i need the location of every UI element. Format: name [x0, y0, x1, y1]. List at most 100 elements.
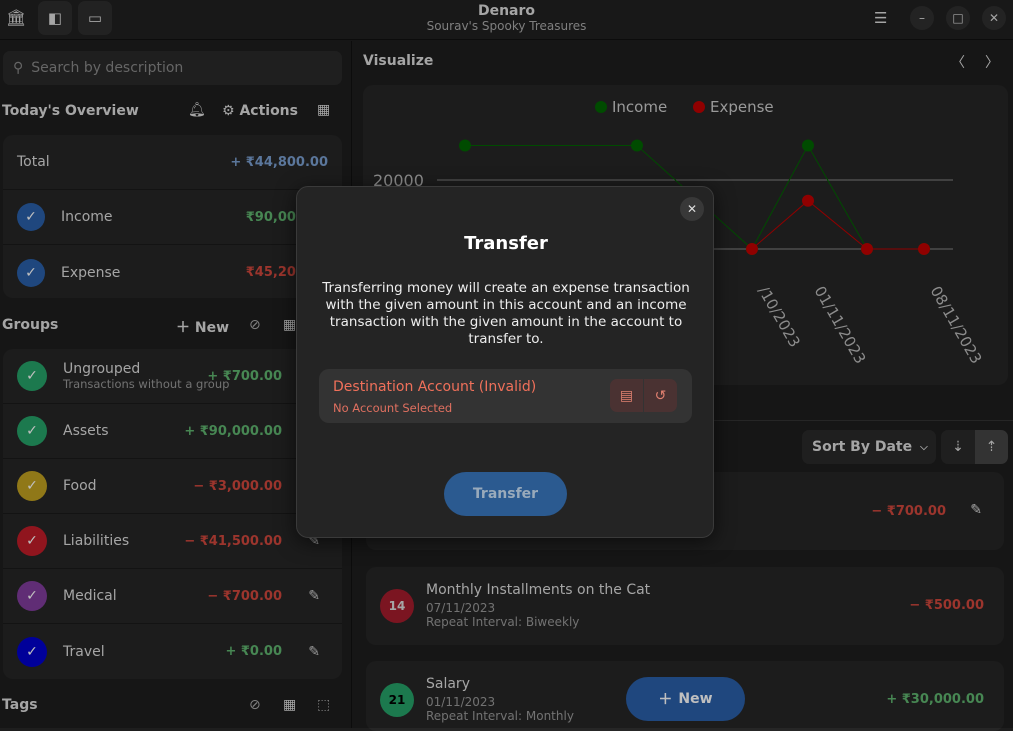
transaction-repeat: Repeat Interval: Biweekly [426, 615, 580, 629]
visualize-title: Visualize [363, 53, 434, 69]
toggle-sidebar-button[interactable]: ◧ [38, 1, 72, 35]
transaction-title: Salary [426, 676, 470, 692]
window-title: Denaro [477, 3, 536, 19]
tags-title: Tags [2, 697, 38, 713]
total-row: Total + ₹44,800.00 [3, 135, 342, 190]
header-bar [0, 0, 1013, 40]
data-point [746, 243, 758, 255]
new-group-label: New [194, 320, 230, 336]
data-point [802, 194, 814, 207]
transaction-date: 01/11/2023 [426, 695, 496, 709]
menu-icon[interactable]: ☰ [874, 9, 888, 27]
window-subtitle: Sourav's Spooky Treasures [426, 19, 587, 33]
edit-icon[interactable]: ✎ [308, 533, 320, 549]
groups-title: Groups [2, 317, 59, 333]
bank-icon: 🏛 [6, 8, 27, 27]
search-icon: ⚲ [13, 60, 24, 76]
group-row[interactable]: ✓ Liabilities − ₹41,500.00 ✎ [3, 514, 342, 569]
minimize-button[interactable]: – [910, 6, 934, 30]
search-placeholder: Search by description [31, 60, 184, 76]
transaction-id-badge: 14 [380, 589, 414, 623]
sort-descending-button[interactable]: ⇣ [941, 430, 975, 464]
edit-icon[interactable]: ✎ [970, 502, 982, 518]
check-icon[interactable]: ✓ [17, 258, 45, 287]
chevron-right-icon[interactable]: 〉 [985, 55, 999, 71]
group-name: Travel [63, 643, 105, 660]
check-icon[interactable]: ✓ [17, 581, 47, 611]
history-icon: ↺ [654, 387, 667, 404]
search-input[interactable]: ⚲ Search by description [3, 51, 342, 85]
group-row[interactable]: ✓ Ungrouped Transactions without a group … [3, 349, 342, 404]
overview-title: Today's Overview [2, 103, 139, 119]
group-row[interactable]: ✓ Food − ₹3,000.00 [3, 459, 342, 514]
close-dialog-button[interactable]: ✕ [680, 197, 704, 221]
group-row[interactable]: ✓ Travel + ₹0.00 ✎ [3, 624, 342, 679]
layout-icon[interactable]: ▦ [283, 697, 297, 713]
hide-icon[interactable]: ⊘ [249, 697, 261, 713]
check-icon[interactable]: ✓ [17, 526, 47, 556]
transaction-card[interactable]: 14 Monthly Installments on the Cat 07/11… [366, 567, 1004, 645]
edit-icon[interactable]: ✎ [308, 588, 320, 604]
layout-icon[interactable]: ▦ [317, 102, 331, 118]
groups-list: ✓ Ungrouped Transactions without a group … [3, 349, 342, 679]
close-window-button[interactable]: ✕ [982, 6, 1006, 30]
y-tick-label: 20000 [373, 171, 424, 190]
sort-dropdown[interactable]: Sort By Date ⌵ [802, 430, 936, 464]
destination-account-row[interactable]: Destination Account (Invalid) No Account… [319, 369, 692, 423]
hide-icon[interactable]: ⊘ [249, 317, 261, 333]
group-name: Food [63, 478, 97, 494]
select-account-button[interactable]: ▤ [610, 379, 643, 412]
recent-accounts-button[interactable]: ↺ [644, 379, 677, 412]
data-point [459, 139, 471, 152]
transfer-label: Transfer [472, 486, 539, 502]
check-icon[interactable]: ✓ [17, 471, 47, 501]
deselect-icon[interactable]: ⬚ [317, 697, 331, 713]
overview-card: Total + ₹44,800.00 ✓ Income ₹90,000.00 ✓ Exp… [3, 135, 342, 298]
dialog-title: Transfer [464, 233, 548, 254]
sort-label: Sort By Date [812, 439, 913, 455]
actions-button[interactable]: ⚙ Actions [222, 103, 298, 119]
document-icon: ▤ [619, 387, 634, 404]
transfer-dialog: ✕ Transfer Transferring money will creat… [296, 186, 714, 538]
new-transaction-button[interactable]: ＋ New [626, 677, 745, 721]
transaction-amount: + ₹30,000.00 [886, 692, 984, 707]
expense-label: Expense [61, 264, 121, 281]
edit-icon[interactable]: ✎ [308, 643, 320, 660]
group-info: Medical [63, 588, 117, 604]
group-description: Transactions without a group [63, 377, 230, 391]
group-info: Liabilities [63, 533, 129, 549]
dialog-description: Transferring money will create an expens… [322, 280, 690, 347]
check-icon[interactable]: ✓ [17, 636, 47, 667]
maximize-button[interactable]: □ [946, 6, 970, 30]
group-amount: + ₹90,000.00 [184, 423, 282, 439]
data-point [861, 243, 873, 255]
new-group-button[interactable]: ＋ New [176, 320, 230, 336]
group-row[interactable]: ✓ Medical − ₹700.00 ✎ [3, 569, 342, 624]
group-amount: − ₹3,000.00 [193, 478, 282, 494]
window-layout-button[interactable]: ▭ [78, 1, 112, 35]
group-info: Assets [63, 423, 109, 439]
sort-ascending-button[interactable]: ⇡ [975, 430, 1008, 464]
transaction-repeat: Repeat Interval: Monthly [426, 709, 574, 723]
legend-marker [595, 101, 607, 113]
gear-icon: ⚙ [222, 103, 240, 119]
chevron-left-icon[interactable]: 〈 [951, 55, 965, 71]
chevron-down-icon: ⌵ [920, 441, 928, 453]
group-row[interactable]: ✓ Assets + ₹90,000.00 [3, 404, 342, 459]
group-amount: − ₹41,500.00 [184, 533, 282, 549]
group-name: Ungrouped [63, 361, 141, 377]
check-icon[interactable]: ✓ [17, 416, 47, 446]
destination-label: Destination Account (Invalid) [333, 379, 537, 395]
group-name: Liabilities [63, 533, 130, 549]
destination-value: No Account Selected [333, 401, 453, 415]
layout-icon[interactable]: ▦ [283, 317, 297, 333]
group-info: Food [63, 478, 97, 494]
bell-icon[interactable]: 🔔︎ [188, 102, 206, 118]
income-label: Income [61, 209, 113, 225]
transfer-button[interactable]: Transfer [444, 472, 567, 516]
legend-marker [693, 101, 705, 113]
check-icon[interactable]: ✓ [17, 361, 47, 391]
check-icon[interactable]: ✓ [17, 203, 45, 231]
group-info: Travel [63, 644, 105, 660]
data-point [802, 139, 814, 152]
